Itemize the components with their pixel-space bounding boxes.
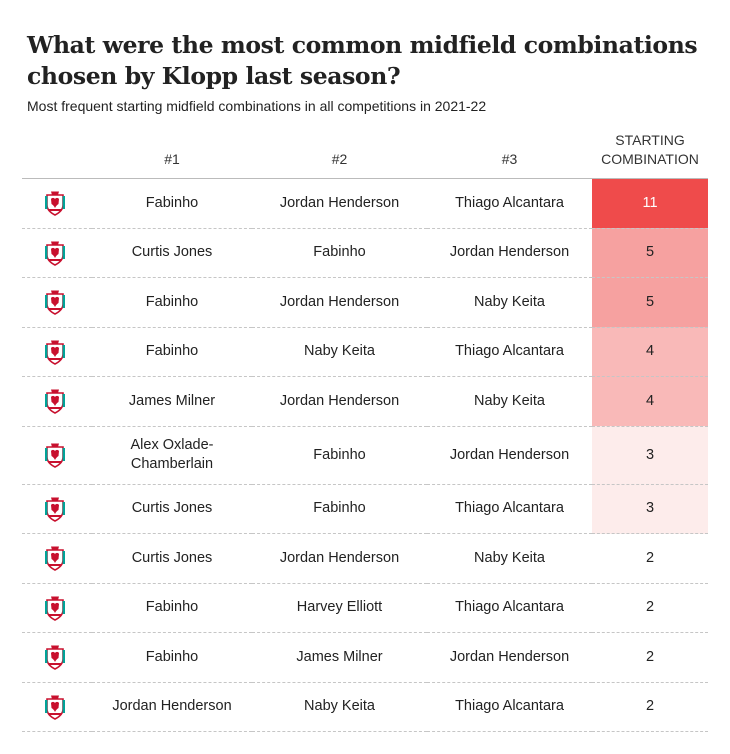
player-1-cell: Curtis Jones [92,228,252,278]
combination-count-cell: 4 [592,327,708,377]
player-2-cell: Jordan Henderson [252,376,427,427]
combination-count-cell: 2 [592,682,708,732]
table-row: Fabinho James Milner Jordan Henderson 2 [22,632,708,683]
crest-cell [22,533,92,584]
header-crest [22,128,92,179]
player-3-cell: Thiago Alcantara [427,682,592,732]
chart-title: What were the most common midfield combi… [27,31,698,90]
header-player-1: #1 [164,151,180,167]
player-1-cell: Fabinho [92,277,252,328]
header-player-3: #3 [501,151,518,167]
table-row: Fabinho Harvey Elliott Thiago Alcantara 2 [22,583,708,633]
player-3-cell: Naby Keita [427,376,592,427]
player-2-cell: Jordan Henderson [252,277,427,328]
player-2-cell: James Milner [252,632,427,683]
player-3-cell: Thiago Alcantara [427,583,592,633]
liverpool-crest-icon [44,190,66,216]
player-2-cell: Fabinho [252,426,427,485]
combination-count-cell: 3 [592,426,708,485]
player-2-cell: Naby Keita [252,682,427,732]
player-3-cell: Jordan Henderson [427,228,592,278]
player-2-cell: Fabinho [252,484,427,534]
liverpool-crest-icon [44,545,66,571]
table-row: Fabinho Naby Keita Thiago Alcantara 4 [22,327,708,377]
combination-count-cell: 5 [592,277,708,328]
table-row: Fabinho Jordan Henderson Thiago Alcantara 1… [22,178,708,229]
crest-cell [22,632,92,683]
chart-subtitle: Most frequent starting midfield combinat… [27,98,487,114]
combinations-table: #1 #2 #3 STARTING COMBINATION Fabinho Jord… [22,128,708,732]
player-3-cell: Jordan Henderson [427,632,592,683]
player-1-cell: Fabinho [92,178,252,229]
liverpool-crest-icon [44,694,66,720]
liverpool-crest-icon [44,595,66,621]
liverpool-crest-icon [44,644,66,670]
player-3-cell: Thiago Alcantara [427,178,592,229]
liverpool-crest-icon [44,442,66,468]
player-3-cell: Naby Keita [427,533,592,584]
liverpool-crest-icon [44,289,66,315]
player-1-cell: Fabinho [92,327,252,377]
crest-cell [22,682,92,732]
table-row: Curtis Jones Fabinho Thiago Alcantara 3 [22,484,708,534]
table-row: James Milner Jordan Henderson Naby Keita 4 [22,376,708,427]
player-1-cell: Fabinho [92,632,252,683]
combination-count-cell: 5 [592,228,708,278]
combination-count-cell: 2 [592,533,708,584]
combination-count-cell: 4 [592,376,708,427]
player-2-cell: Jordan Henderson [252,533,427,584]
crest-cell [22,484,92,534]
liverpool-crest-icon [44,496,66,522]
table-row: Jordan Henderson Naby Keita Thiago Alcanta… [22,682,708,732]
player-1-cell: Curtis Jones [92,484,252,534]
table-row: Curtis Jones Jordan Henderson Naby Keita 2 [22,533,708,584]
player-2-cell: Naby Keita [252,327,427,377]
crest-cell [22,376,92,427]
player-1-cell: Alex Oxlade- Chamberlain [92,426,252,485]
combination-count-cell: 2 [592,632,708,683]
crest-cell [22,228,92,278]
combination-count-cell: 3 [592,484,708,534]
player-1-cell: Jordan Henderson [92,682,252,732]
table-row: Alex Oxlade- Chamberlain Fabinho Jordan Hen… [22,426,708,485]
player-3-cell: Jordan Henderson [427,426,592,485]
player-1-cell: Fabinho [92,583,252,633]
header-player-2: #2 [331,151,348,167]
liverpool-crest-icon [44,339,66,365]
crest-cell [22,277,92,328]
player-2-cell: Fabinho [252,228,427,278]
crest-cell [22,178,92,229]
player-3-cell: Thiago Alcantara [427,327,592,377]
crest-cell [22,426,92,485]
table-row: Curtis Jones Fabinho Jordan Henderson 5 [22,228,708,278]
combination-count-cell: 2 [592,583,708,633]
player-1-cell: James Milner [92,376,252,427]
crest-cell [22,327,92,377]
crest-cell [22,583,92,633]
table-header-row: #1 #2 #3 STARTING COMBINATION [22,128,708,179]
table-row: Fabinho Jordan Henderson Naby Keita 5 [22,277,708,328]
player-2-cell: Harvey Elliott [252,583,427,633]
player-3-cell: Naby Keita [427,277,592,328]
header-starting-combination: STARTING COMBINATION [601,132,699,167]
player-2-cell: Jordan Henderson [252,178,427,229]
player-3-cell: Thiago Alcantara [427,484,592,534]
liverpool-crest-icon [44,388,66,414]
player-1-cell: Curtis Jones [92,533,252,584]
liverpool-crest-icon [44,240,66,266]
combination-count-cell: 11 [592,178,708,229]
